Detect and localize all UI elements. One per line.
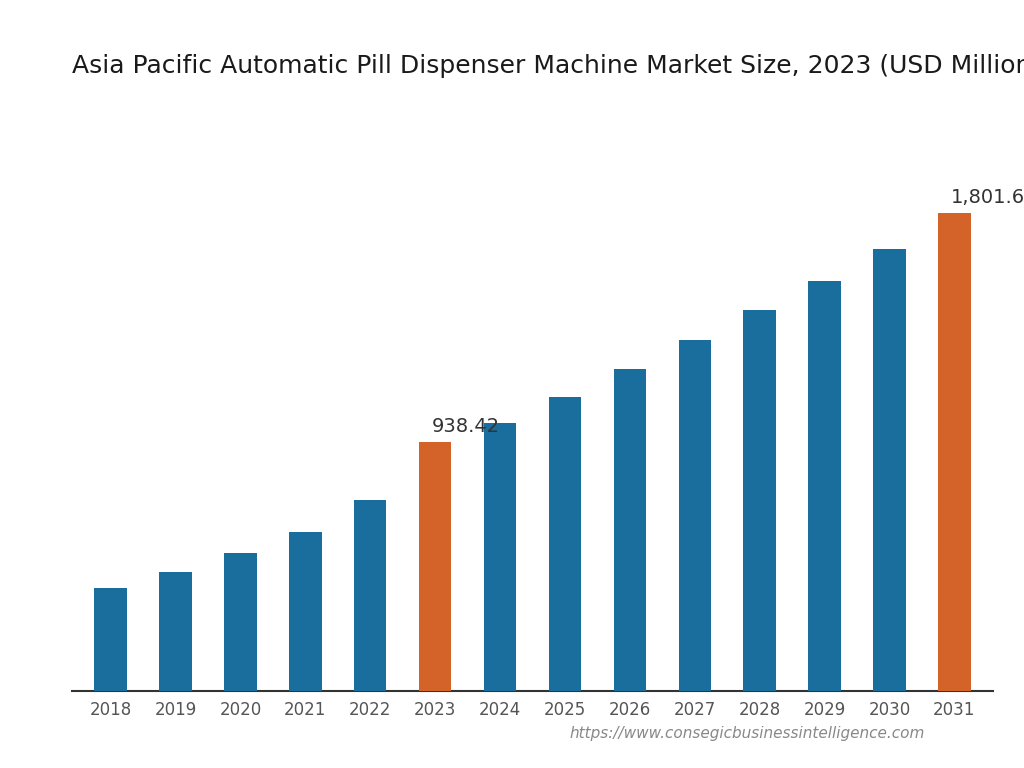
Text: Asia Pacific Automatic Pill Dispenser Machine Market Size, 2023 (USD Million): Asia Pacific Automatic Pill Dispenser Ma… [72,54,1024,78]
Bar [808,281,841,691]
Bar [743,310,776,691]
Bar [679,339,711,691]
Text: 938.42: 938.42 [432,416,500,435]
Bar [354,500,386,691]
Bar [938,214,971,691]
Bar [160,572,191,691]
Bar [289,532,322,691]
Bar [549,397,582,691]
Bar [419,442,452,691]
Bar [873,250,905,691]
Bar [483,423,516,691]
Text: 1,801.65: 1,801.65 [951,187,1024,207]
Bar [613,369,646,691]
Bar [94,588,127,691]
Text: https://www.consegicbusinessintelligence.com: https://www.consegicbusinessintelligence… [569,726,926,741]
Bar [224,553,257,691]
